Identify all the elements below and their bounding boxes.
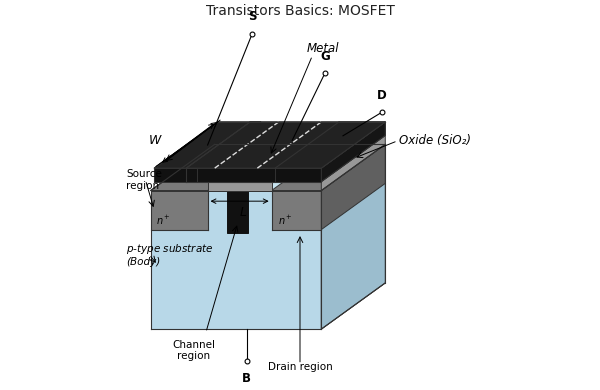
Text: G: G	[320, 50, 330, 62]
Text: Source
region: Source region	[126, 169, 162, 191]
Polygon shape	[151, 144, 272, 190]
Text: W: W	[148, 134, 161, 147]
Polygon shape	[154, 168, 197, 182]
Polygon shape	[275, 122, 385, 168]
Text: Channel
region: Channel region	[172, 340, 215, 362]
Polygon shape	[186, 122, 385, 168]
Text: L: L	[239, 206, 247, 220]
Polygon shape	[322, 144, 385, 230]
Text: B: B	[242, 372, 251, 385]
Text: $n^+$: $n^+$	[156, 214, 170, 227]
Polygon shape	[151, 190, 322, 329]
Polygon shape	[322, 144, 385, 329]
Text: $n^+$: $n^+$	[278, 214, 293, 227]
Text: S: S	[248, 11, 256, 23]
Text: $p$-type substrate
(Body): $p$-type substrate (Body)	[126, 242, 214, 267]
Polygon shape	[322, 122, 385, 190]
Polygon shape	[186, 168, 322, 182]
Text: Drain region: Drain region	[268, 362, 332, 372]
Polygon shape	[186, 122, 385, 168]
Polygon shape	[151, 144, 385, 190]
Polygon shape	[227, 190, 248, 233]
Polygon shape	[322, 122, 385, 182]
Polygon shape	[208, 135, 335, 182]
Polygon shape	[154, 122, 261, 168]
Polygon shape	[275, 168, 322, 182]
Polygon shape	[272, 144, 385, 190]
Text: Metal: Metal	[307, 42, 340, 55]
Text: D: D	[377, 89, 386, 102]
Text: Oxide (SiO₂): Oxide (SiO₂)	[400, 134, 472, 147]
Title: Transistors Basics: MOSFET: Transistors Basics: MOSFET	[206, 4, 394, 18]
Polygon shape	[186, 122, 261, 168]
Polygon shape	[322, 122, 385, 182]
Polygon shape	[154, 122, 261, 168]
Polygon shape	[272, 190, 322, 230]
Polygon shape	[208, 182, 272, 190]
Polygon shape	[322, 144, 385, 329]
Polygon shape	[322, 122, 385, 182]
Polygon shape	[151, 190, 208, 230]
